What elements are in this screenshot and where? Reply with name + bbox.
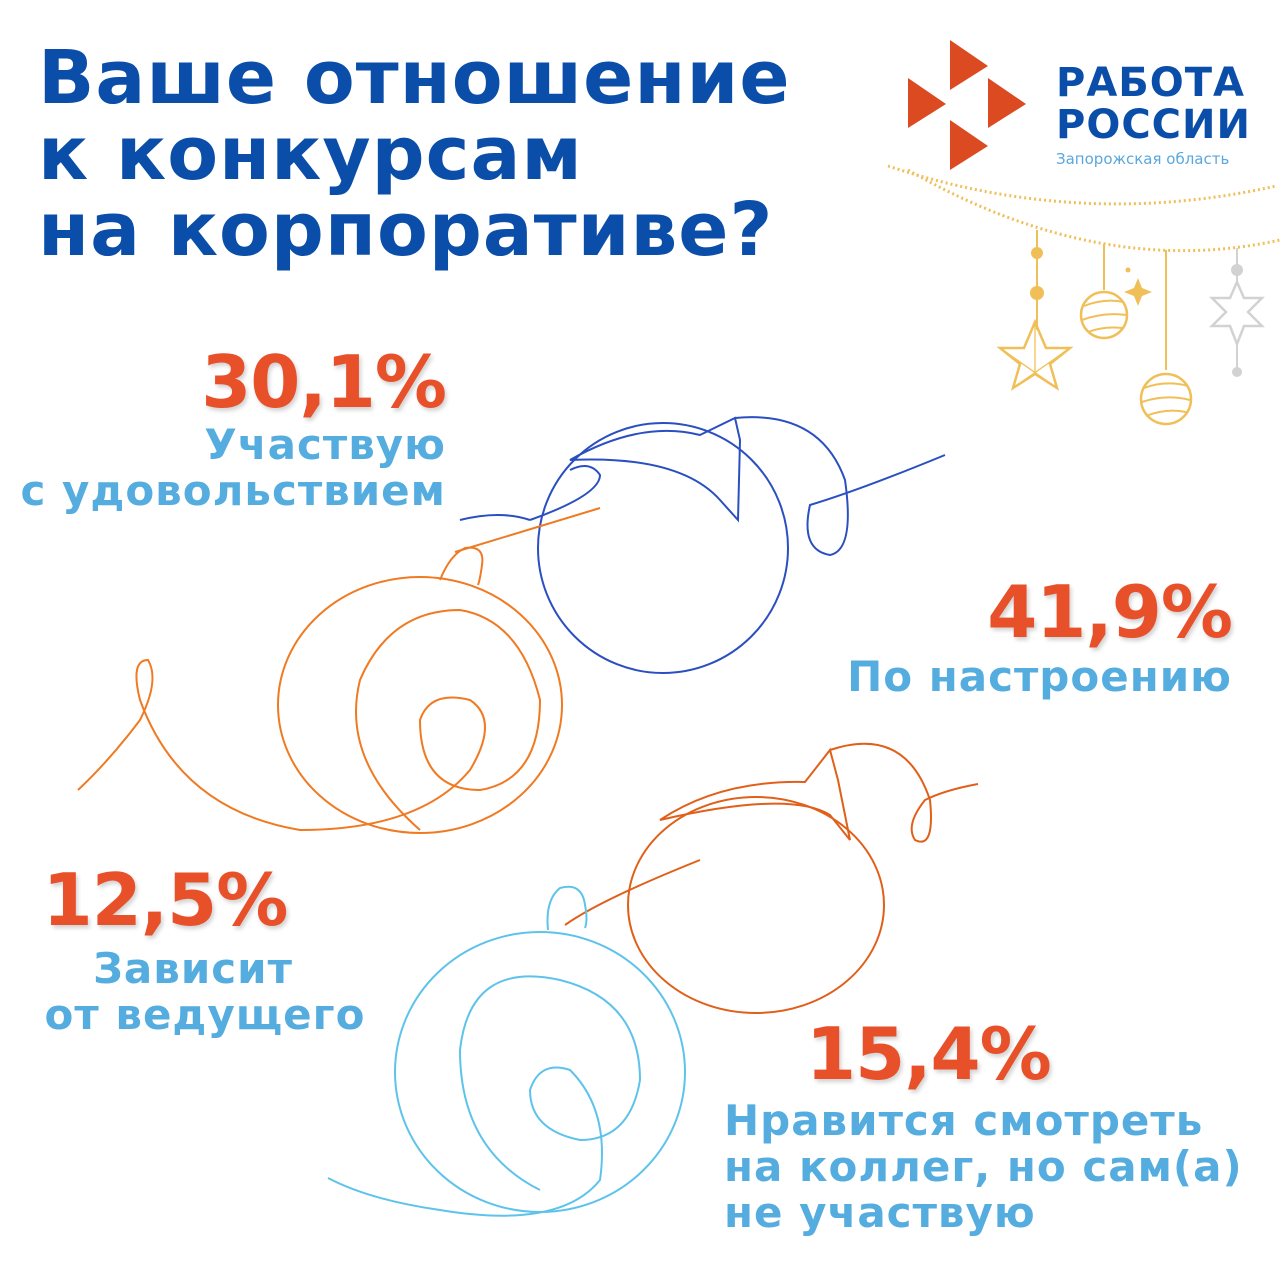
silver-star-ornament-icon xyxy=(1208,248,1266,377)
orange-ornament-icon xyxy=(564,742,979,1014)
stat-label-line: По настроению xyxy=(847,652,1232,701)
title-line-1: Ваше отношение xyxy=(38,35,791,121)
stat-label: Нравится смотреть на коллег, но сам(а) н… xyxy=(724,1098,1264,1236)
logo-line-1: РАБОТА xyxy=(1056,60,1246,106)
orange-ornament-icon xyxy=(77,507,601,834)
stat-label-line: на коллег, но сам(а) xyxy=(724,1142,1243,1191)
stat-label-line: с удовольствием xyxy=(20,466,446,515)
title-line-2: к конкурсам xyxy=(38,111,583,197)
stat-label-line: Нравится смотреть xyxy=(724,1096,1204,1145)
stat-item-3: 12,5% Зависит от ведущего xyxy=(20,862,390,1038)
garland-decoration xyxy=(887,164,1280,426)
logo-line-2: РОССИИ xyxy=(1056,102,1251,148)
ball-ornament-icon xyxy=(1139,250,1193,426)
stat-label-line: Зависит xyxy=(93,944,293,993)
blue-ornament-icon xyxy=(459,416,946,674)
title-line-3: на корпоративе? xyxy=(38,187,774,273)
ball-ornament-icon xyxy=(1079,244,1129,340)
stat-label: Участвую с удовольствием xyxy=(10,422,446,514)
star-ornament-icon xyxy=(996,230,1074,391)
sparkle-icon xyxy=(1124,278,1152,306)
light-blue-ornament-icon xyxy=(327,885,686,1217)
four-arrows-icon xyxy=(908,40,1026,170)
stat-item-1: 30,1% Участвую с удовольствием xyxy=(10,340,447,514)
logo-region: Запорожская область xyxy=(1056,150,1230,168)
stat-label-line: Участвую xyxy=(204,420,446,469)
stat-label-line: от ведущего xyxy=(44,990,366,1039)
stat-percent: 15,4% xyxy=(806,1012,1052,1096)
logo-name: РАБОТА РОССИИ xyxy=(1056,62,1251,146)
stat-label-line: не участвую xyxy=(724,1188,1036,1237)
stat-item-4: 15,4% Нравится смотреть на коллег, но са… xyxy=(724,1016,1264,1236)
stat-percent: 12,5% xyxy=(42,858,289,942)
stat-percent: 41,9% xyxy=(987,570,1233,654)
stat-item-2: 41,9% По настроению xyxy=(780,570,1233,700)
stat-label: По настроению xyxy=(780,654,1232,700)
stat-label: Зависит от ведущего xyxy=(20,946,390,1038)
stat-percent: 30,1% xyxy=(201,340,447,424)
page-title: Ваше отношение к конкурсам на корпоратив… xyxy=(38,40,791,268)
